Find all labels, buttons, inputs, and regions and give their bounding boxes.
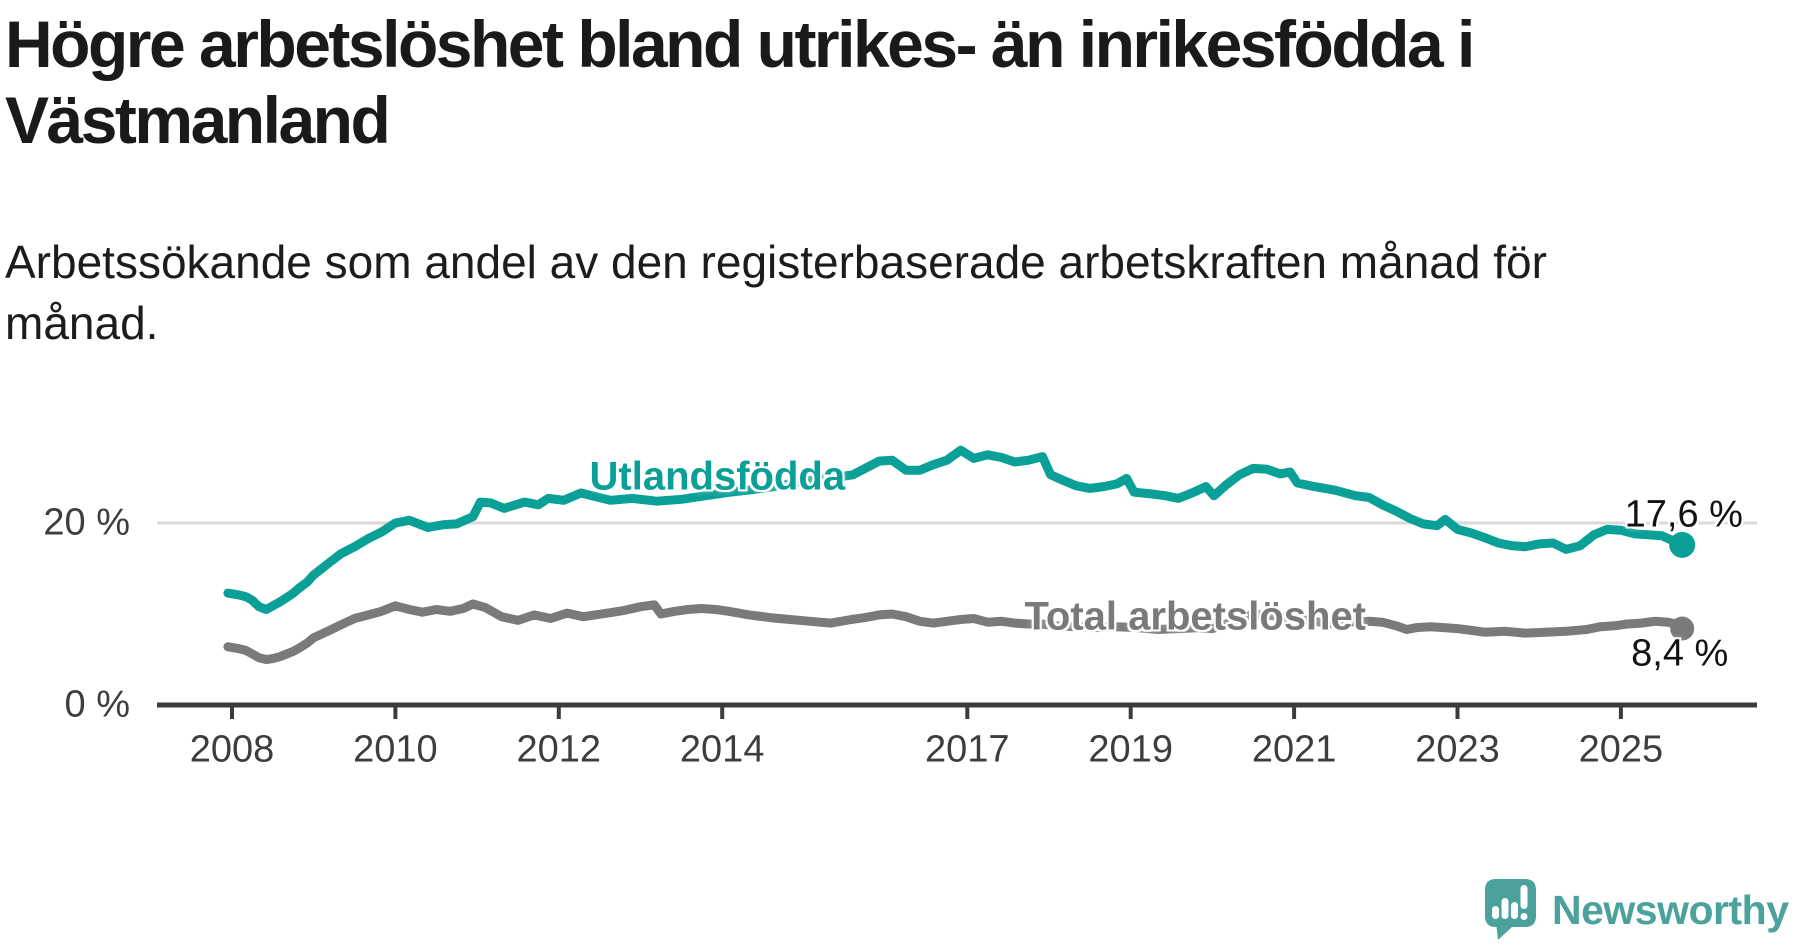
title-line-2: Västmanland [5, 83, 391, 157]
newsworthy-logo-text: Newsworthy [1552, 886, 1789, 933]
total-arbetsloshet-line [223, 599, 1687, 664]
chart-subtitle: Arbetssökande som andel av den registerb… [5, 232, 1547, 354]
page-title: Högre arbetslöshet bland utrikes- än inr… [5, 6, 1475, 158]
title-line-1: Högre arbetslöshet bland utrikes- än inr… [5, 7, 1475, 81]
total-arbetsloshet-endpoint-dot [1670, 616, 1695, 641]
subtitle-line-1: Arbetssökande som andel av den registerb… [5, 236, 1547, 288]
utlandsfodda-line [223, 445, 1687, 614]
newsworthy-logo-icon [1485, 879, 1536, 940]
newsworthy-logo: Newsworthy [1484, 878, 1789, 942]
utlandsfodda-endpoint-dot [1669, 531, 1696, 558]
subtitle-line-2: månad. [5, 297, 159, 349]
